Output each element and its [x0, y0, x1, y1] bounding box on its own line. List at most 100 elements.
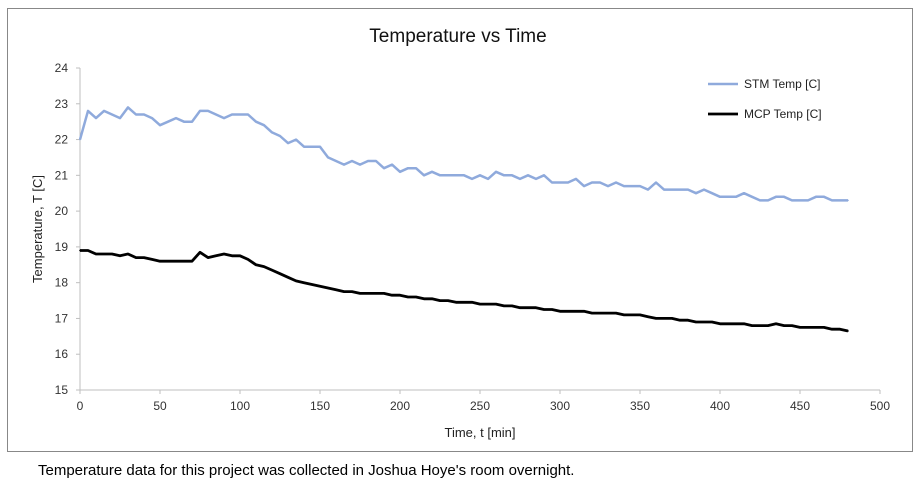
legend-label-1: MCP Temp [C] — [744, 107, 822, 121]
data-point — [463, 174, 465, 177]
data-point — [231, 113, 233, 116]
data-point — [143, 256, 145, 259]
data-point — [231, 255, 233, 257]
x-axis-title: Time, t [min] — [444, 425, 515, 440]
data-point — [359, 163, 361, 166]
data-point — [599, 312, 601, 314]
data-point — [799, 199, 801, 202]
data-point — [479, 174, 481, 177]
data-point — [735, 196, 737, 198]
data-point — [415, 296, 417, 298]
data-point — [239, 255, 241, 257]
data-point — [255, 120, 257, 123]
data-point — [591, 312, 593, 314]
data-point — [575, 310, 577, 313]
data-point — [527, 306, 529, 309]
data-point — [319, 145, 321, 148]
data-point — [495, 170, 497, 173]
data-point — [119, 117, 121, 119]
data-point — [295, 138, 297, 141]
data-point — [79, 249, 81, 252]
data-point — [471, 301, 473, 304]
data-point — [95, 253, 97, 255]
data-point — [759, 324, 761, 327]
data-point — [487, 178, 489, 180]
data-point — [295, 280, 297, 282]
data-point — [519, 306, 521, 309]
data-point — [151, 258, 153, 261]
data-point — [543, 308, 545, 311]
x-tick-label: 450 — [790, 399, 810, 413]
data-point — [247, 113, 249, 116]
data-point — [583, 310, 585, 313]
data-point — [775, 196, 777, 198]
data-point — [847, 199, 849, 202]
data-point — [311, 283, 313, 286]
data-point — [455, 301, 457, 304]
data-point — [119, 255, 121, 257]
data-points-1 — [79, 249, 849, 332]
y-tick-label: 21 — [55, 168, 69, 182]
series-line-stm-temp — [78, 106, 848, 202]
data-point — [439, 174, 441, 177]
data-point — [607, 312, 609, 314]
data-point — [399, 170, 401, 173]
data-point — [343, 290, 345, 293]
series-layer — [78, 106, 849, 333]
data-point — [703, 188, 705, 191]
data-point — [327, 156, 329, 159]
data-point — [551, 181, 553, 184]
x-tick-label: 200 — [390, 399, 410, 413]
data-point — [263, 265, 265, 268]
data-point — [711, 192, 713, 195]
data-point — [655, 181, 657, 184]
data-point — [647, 188, 649, 191]
data-point — [191, 260, 193, 262]
data-point — [575, 178, 577, 180]
data-point — [511, 305, 513, 307]
data-point — [207, 256, 209, 259]
data-point — [263, 124, 265, 127]
data-point — [503, 305, 505, 307]
data-point — [503, 174, 505, 177]
data-point — [359, 292, 361, 295]
data-point — [639, 314, 641, 316]
data-point — [215, 255, 217, 257]
data-point — [199, 110, 201, 112]
data-point — [511, 174, 513, 177]
data-point — [87, 110, 89, 112]
data-point — [439, 299, 441, 302]
y-tick-label: 19 — [55, 240, 69, 254]
data-point — [319, 285, 321, 288]
data-point — [839, 199, 841, 202]
data-point — [247, 258, 249, 261]
data-point — [567, 181, 569, 184]
data-point — [831, 199, 833, 202]
data-point — [367, 160, 369, 162]
data-point — [399, 294, 401, 296]
y-tick-label: 22 — [55, 133, 69, 147]
data-point — [823, 196, 825, 198]
x-tick-label: 50 — [153, 399, 167, 413]
data-point — [647, 315, 649, 318]
data-point — [111, 253, 113, 255]
data-point — [367, 292, 369, 295]
x-tick-label: 250 — [470, 399, 490, 413]
temperature-chart: Temperature vs Time 0 50 100 150 200 250 300 35… — [30, 26, 890, 440]
data-point — [823, 326, 825, 329]
data-point — [159, 124, 161, 127]
data-point — [815, 196, 817, 198]
data-point — [303, 145, 305, 148]
data-point — [135, 256, 137, 259]
x-tick-label: 150 — [310, 399, 330, 413]
y-tick-label: 23 — [55, 97, 69, 111]
data-point — [743, 323, 745, 325]
data-point — [679, 319, 681, 322]
data-point — [391, 294, 393, 296]
data-point — [327, 287, 329, 289]
data-point — [87, 249, 89, 252]
data-point — [271, 269, 273, 271]
data-point — [279, 135, 281, 137]
data-point — [447, 299, 449, 302]
data-point — [719, 323, 721, 325]
